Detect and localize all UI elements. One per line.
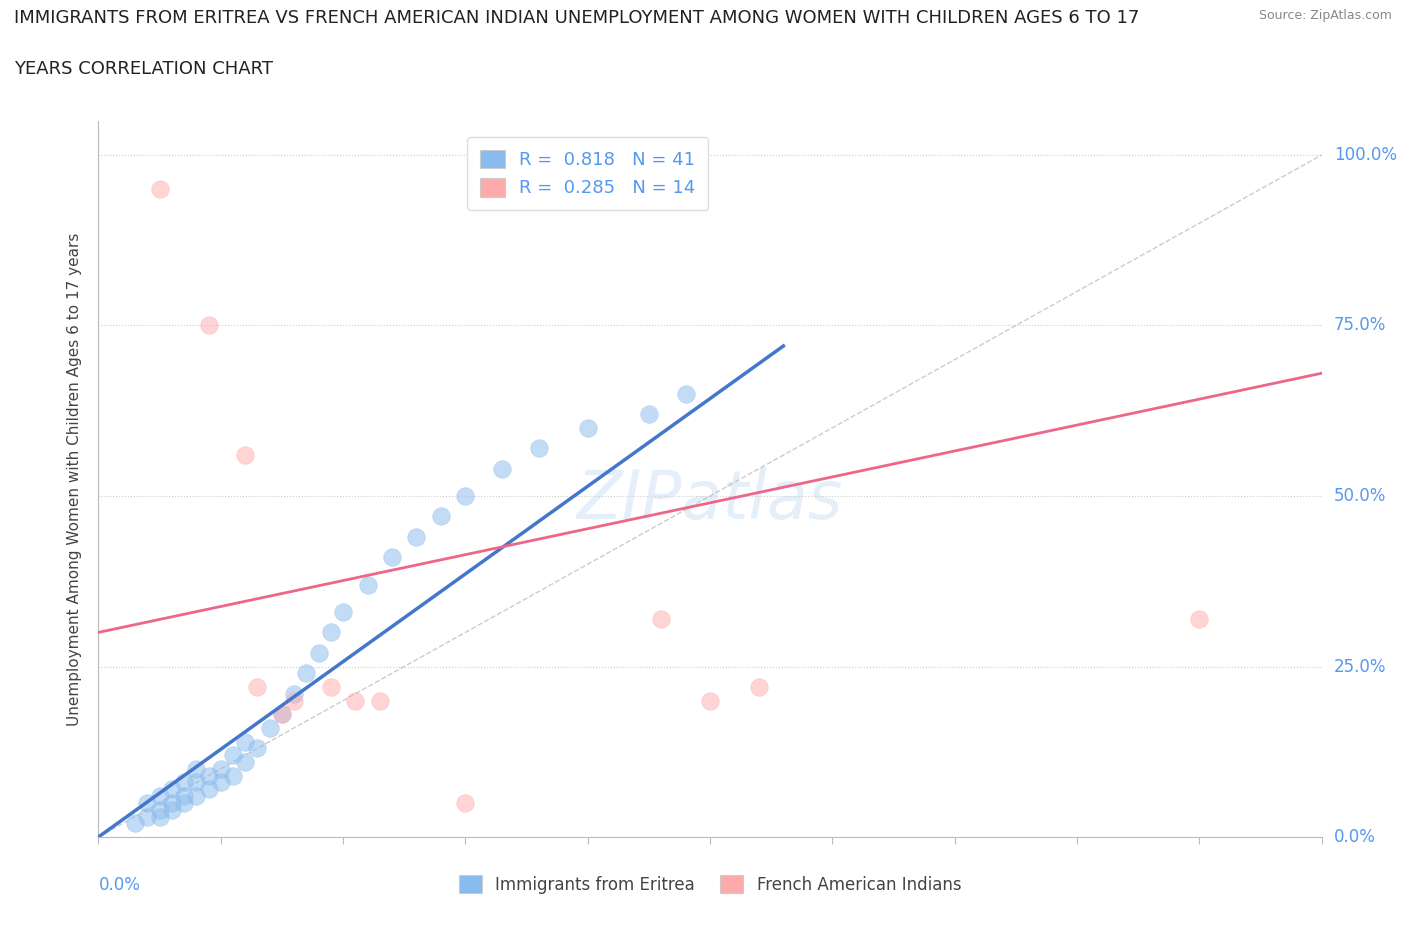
Point bbox=[136, 809, 159, 824]
Point bbox=[675, 386, 697, 401]
Point bbox=[173, 795, 195, 810]
Point bbox=[454, 795, 477, 810]
Point bbox=[283, 693, 305, 708]
Point bbox=[222, 748, 245, 763]
Point bbox=[650, 611, 672, 626]
Point bbox=[160, 803, 183, 817]
Text: ZIPatlas: ZIPatlas bbox=[576, 468, 844, 534]
Point bbox=[246, 680, 269, 695]
Point bbox=[186, 775, 208, 790]
Point bbox=[270, 707, 292, 722]
Point bbox=[209, 762, 232, 777]
Point bbox=[319, 680, 342, 695]
Y-axis label: Unemployment Among Women with Children Ages 6 to 17 years: Unemployment Among Women with Children A… bbox=[67, 232, 83, 725]
Point bbox=[381, 550, 404, 565]
Point bbox=[233, 754, 256, 769]
Point bbox=[149, 181, 172, 196]
Point bbox=[283, 686, 305, 701]
Point bbox=[259, 721, 281, 736]
Point bbox=[186, 789, 208, 804]
Point bbox=[186, 762, 208, 777]
Point bbox=[209, 775, 232, 790]
Point bbox=[699, 693, 721, 708]
Point bbox=[308, 645, 330, 660]
Point bbox=[332, 604, 354, 619]
Point bbox=[1188, 611, 1211, 626]
Point bbox=[576, 420, 599, 435]
Point bbox=[491, 461, 513, 476]
Point bbox=[197, 768, 219, 783]
Text: 50.0%: 50.0% bbox=[1334, 487, 1386, 505]
Point bbox=[124, 816, 146, 830]
Text: 100.0%: 100.0% bbox=[1334, 146, 1398, 164]
Point bbox=[246, 741, 269, 756]
Point bbox=[197, 318, 219, 333]
Point bbox=[270, 707, 292, 722]
Text: 0.0%: 0.0% bbox=[98, 876, 141, 895]
Point bbox=[160, 795, 183, 810]
Point bbox=[319, 625, 342, 640]
Text: YEARS CORRELATION CHART: YEARS CORRELATION CHART bbox=[14, 60, 273, 78]
Point bbox=[527, 441, 550, 456]
Text: Source: ZipAtlas.com: Source: ZipAtlas.com bbox=[1258, 9, 1392, 22]
Text: 0.0%: 0.0% bbox=[1334, 828, 1375, 846]
Point bbox=[430, 509, 453, 524]
Point bbox=[149, 803, 172, 817]
Text: 75.0%: 75.0% bbox=[1334, 316, 1386, 335]
Point bbox=[173, 789, 195, 804]
Point bbox=[149, 809, 172, 824]
Point bbox=[637, 406, 661, 421]
Point bbox=[344, 693, 367, 708]
Point bbox=[233, 447, 256, 462]
Legend: Immigrants from Eritrea, French American Indians: Immigrants from Eritrea, French American… bbox=[451, 869, 969, 900]
Point bbox=[405, 529, 427, 544]
Point bbox=[197, 782, 219, 797]
Point bbox=[149, 789, 172, 804]
Point bbox=[748, 680, 770, 695]
Point bbox=[136, 795, 159, 810]
Point bbox=[222, 768, 245, 783]
Point bbox=[454, 488, 477, 503]
Point bbox=[173, 775, 195, 790]
Point bbox=[160, 782, 183, 797]
Point bbox=[356, 578, 378, 592]
Point bbox=[368, 693, 391, 708]
Point bbox=[295, 666, 318, 681]
Point bbox=[233, 734, 256, 749]
Text: IMMIGRANTS FROM ERITREA VS FRENCH AMERICAN INDIAN UNEMPLOYMENT AMONG WOMEN WITH : IMMIGRANTS FROM ERITREA VS FRENCH AMERIC… bbox=[14, 9, 1139, 27]
Text: 25.0%: 25.0% bbox=[1334, 658, 1386, 675]
